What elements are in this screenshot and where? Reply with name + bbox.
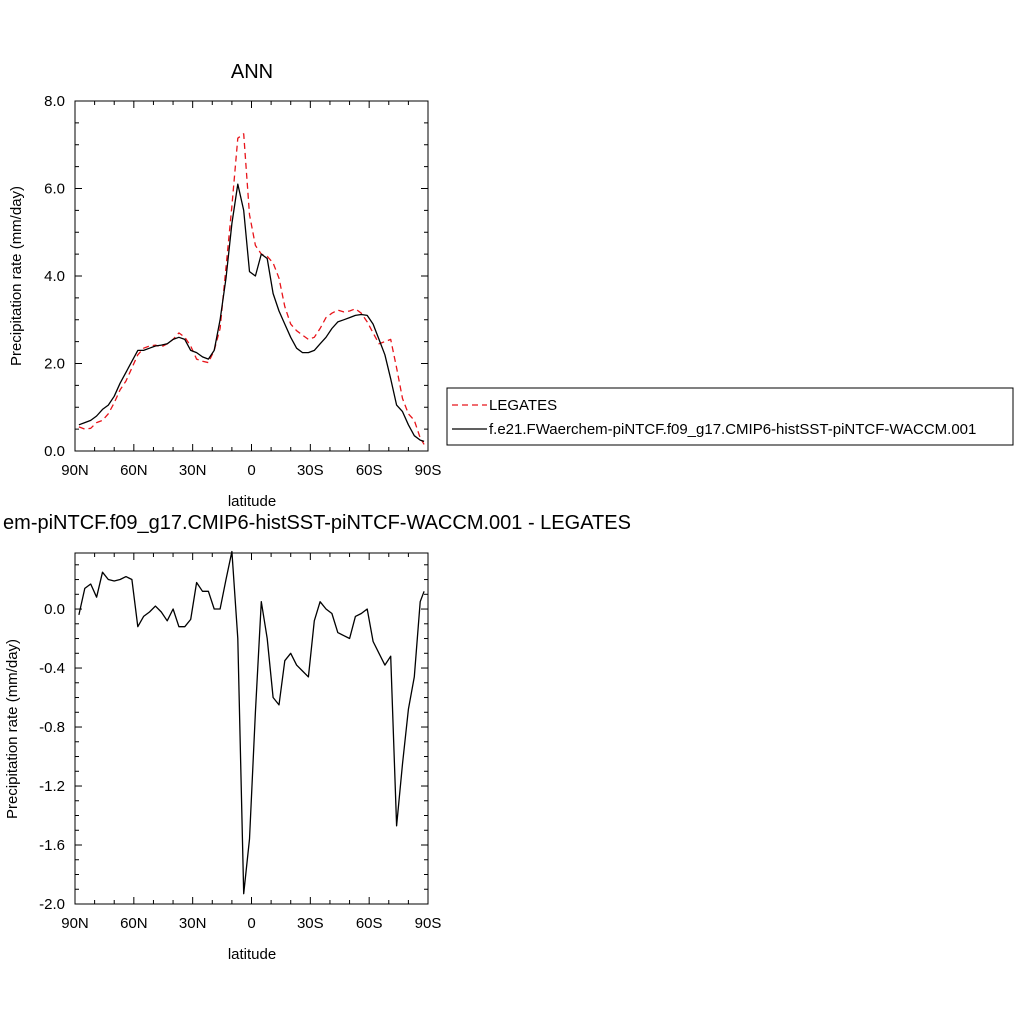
y-tick-label: 6.0 [44, 181, 65, 198]
x-tick-label: 30S [297, 915, 324, 932]
legend-label-model: f.e21.FWaerchem-piNTCF.f09_g17.CMIP6-his… [489, 421, 976, 438]
y-tick-label: -1.2 [39, 778, 65, 795]
x-tick-label: 0 [247, 915, 255, 932]
x-tick-label: 0 [247, 462, 255, 479]
x-tick-label: 60S [356, 915, 383, 932]
bottom-x-axis-label: latitude [228, 946, 276, 963]
legend: LEGATES f.e21.FWaerchem-piNTCF.f09_g17.C… [446, 387, 1014, 446]
series-line-model [78, 550, 425, 895]
x-tick-label: 60N [120, 915, 148, 932]
y-tick-label: -1.6 [39, 837, 65, 854]
x-tick-label: 90N [61, 462, 89, 479]
top-axes [74, 100, 429, 452]
bottom-x-ticks: 90N 60N 30N 0 30S 60S 90S [61, 915, 441, 932]
y-tick-label: -2.0 [39, 896, 65, 913]
legend-box [446, 387, 1014, 446]
y-tick-label: 4.0 [44, 268, 65, 285]
x-tick-label: 30N [179, 915, 207, 932]
x-tick-label: 90S [415, 462, 442, 479]
series-line-model [78, 183, 425, 443]
bottom-y-axis-label: Precipitation rate (mm/day) [4, 639, 21, 819]
x-tick-label: 30N [179, 462, 207, 479]
top-chart-title: ANN [231, 61, 273, 83]
bottom-y-ticks: 0.0 -0.4 -0.8 -1.2 -1.6 -2.0 [39, 601, 65, 913]
x-tick-label: 90S [415, 915, 442, 932]
x-tick-label: 60N [120, 462, 148, 479]
y-tick-label: 0.0 [44, 443, 65, 460]
y-tick-label: 0.0 [44, 601, 65, 618]
top-panel: ANN 90N 60N 30N 0 30S 60S 90S 0.02.04.06.08.0 … [8, 61, 441, 510]
x-tick-label: 30S [297, 462, 324, 479]
legend-label-legates: LEGATES [489, 397, 557, 414]
y-tick-label: -0.8 [39, 719, 65, 736]
top-x-axis-label: latitude [228, 493, 276, 510]
y-tick-label: 8.0 [44, 93, 65, 110]
y-tick-label: -0.4 [39, 660, 65, 677]
series-line-legates [78, 133, 425, 445]
bottom-plot-frame [74, 552, 429, 905]
bottom-axes [74, 553, 429, 905]
top-y-ticks: 0.0 2.0 4.0 6.0 8.0 [44, 93, 65, 460]
x-tick-label: 60S [356, 462, 383, 479]
bottom-series-group [78, 550, 425, 895]
top-plot-frame [74, 100, 429, 452]
top-y-axis-label: Precipitation rate (mm/day) [8, 186, 25, 366]
bottom-panel: em-piNTCF.f09_g17.CMIP6-histSST-piNTCF-W… [3, 512, 631, 963]
top-x-ticks: 90N 60N 30N 0 30S 60S 90S [61, 462, 441, 479]
x-tick-label: 90N [61, 915, 89, 932]
top-series-group [78, 133, 425, 445]
bottom-chart-title: em-piNTCF.f09_g17.CMIP6-histSST-piNTCF-W… [3, 512, 631, 534]
y-tick-label: 2.0 [44, 356, 65, 373]
